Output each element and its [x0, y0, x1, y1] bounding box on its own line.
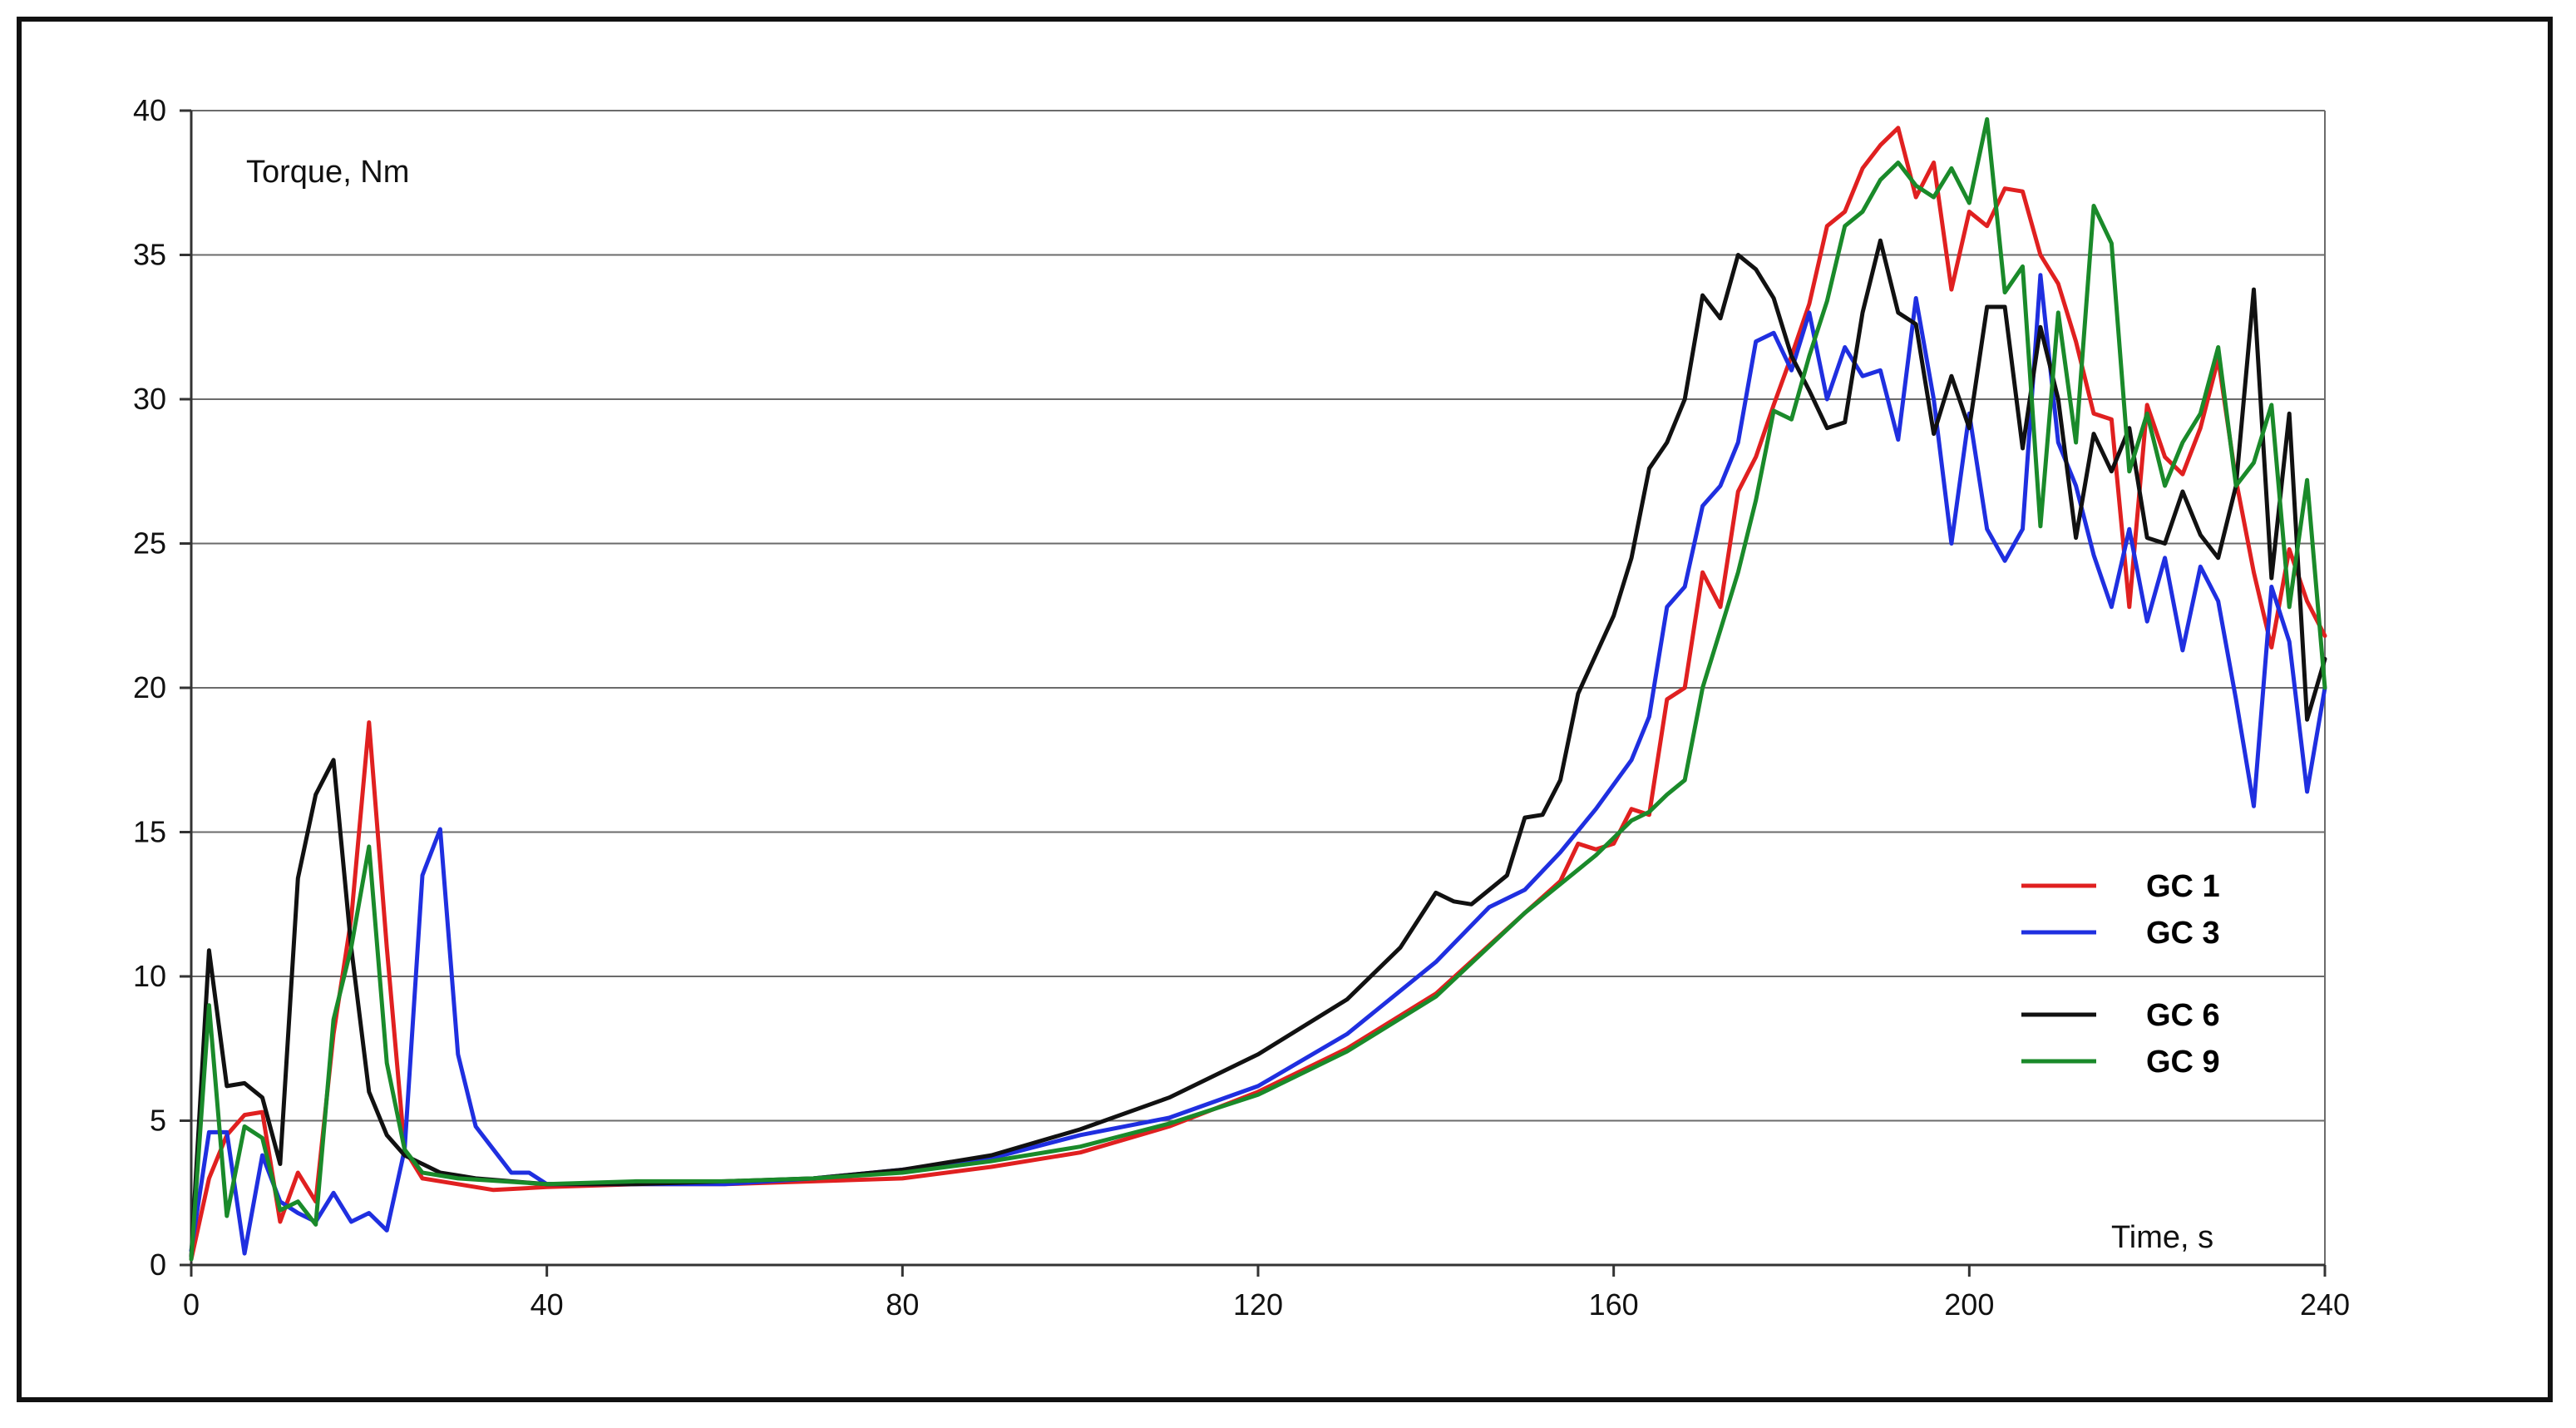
x-tick-label: 40: [530, 1287, 564, 1322]
series-line-gc-9: [189, 116, 2327, 1262]
chart-frame: 0 5 10 15 20 25 30 35 40 0 40 80 120 160 200 240 Torque…: [17, 17, 2553, 1402]
x-tick-label: 240: [2300, 1287, 2350, 1322]
x-axis-label: Time, s: [2111, 1220, 2213, 1255]
legend-label-gc-3: GC 3: [2146, 916, 2220, 951]
y-tick-label: 0: [150, 1248, 166, 1282]
y-axis-label: Torque, Nm: [246, 155, 409, 190]
grid-lines: [191, 110, 2326, 1265]
x-tick-label: 80: [886, 1287, 919, 1322]
legend-label-gc-6: GC 6: [2146, 998, 2220, 1033]
y-tick-label: 15: [133, 815, 166, 849]
y-tick-label: 35: [133, 238, 166, 272]
y-tick-label: 30: [133, 382, 166, 416]
x-tick-label: 120: [1233, 1287, 1283, 1322]
x-tick-label: 160: [1589, 1287, 1639, 1322]
y-tick-label: 5: [150, 1104, 166, 1138]
series-line-gc-3: [189, 273, 2327, 1256]
y-tick-label: 20: [133, 670, 166, 704]
x-tick-label: 0: [183, 1287, 200, 1322]
series-line-gc-6: [189, 238, 2327, 1259]
x-tick-label: 200: [1944, 1287, 1994, 1322]
legend-label-gc-1: GC 1: [2146, 869, 2220, 904]
y-tick-label: 10: [133, 959, 166, 993]
legend: GC 1 GC 3 GC 6 GC 9: [2021, 869, 2220, 1080]
series-line-gc-1: [189, 126, 2327, 1262]
legend-label-gc-9: GC 9: [2146, 1045, 2220, 1080]
tick-labels: 0 5 10 15 20 25 30 35 40 0 40 80 120 160 200 240: [133, 93, 2350, 1322]
y-tick-label: 40: [133, 93, 166, 127]
line-chart: 0 5 10 15 20 25 30 35 40 0 40 80 120 160 200 240 Torque…: [133, 93, 2350, 1322]
axes: [180, 109, 2327, 1277]
y-tick-label: 25: [133, 526, 166, 561]
series-lines: [189, 116, 2327, 1262]
